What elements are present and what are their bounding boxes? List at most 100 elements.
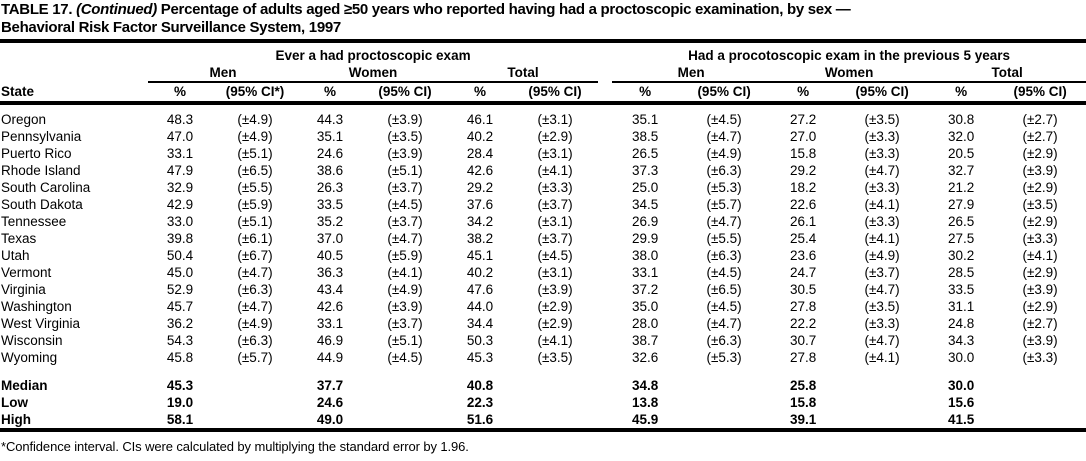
percent-cell: 40.8 <box>466 378 494 393</box>
percent-cell: 21.2 <box>947 180 975 195</box>
percent-cell: 58.1 <box>166 412 194 427</box>
percent-cell: 48.3 <box>166 112 194 127</box>
percent-cell: 37.0 <box>316 231 344 246</box>
ci-cell: (±3.3) <box>864 129 900 144</box>
ci-header: (95% CI) <box>362 82 448 105</box>
state-cell: Rhode Island <box>1 163 81 178</box>
state-column-header: State <box>0 82 148 105</box>
percent-header: % <box>148 82 212 105</box>
percent-cell: 40.5 <box>316 248 344 263</box>
state-cell: Puerto Rico <box>1 146 72 161</box>
column-spacer <box>598 213 612 230</box>
percent-cell: 24.6 <box>316 146 344 161</box>
percent-cell: 30.7 <box>789 333 817 348</box>
percent-cell: 30.0 <box>947 350 975 365</box>
ci-cell: (±5.1) <box>237 214 273 229</box>
state-cell: Median <box>1 378 48 393</box>
percent-cell: 23.6 <box>789 248 817 263</box>
percent-header: % <box>448 82 512 105</box>
percent-cell: 26.9 <box>631 214 659 229</box>
summary-row: Low 19.0 24.6 22.3 13.8 15.8 15.6 <box>0 394 1086 411</box>
percent-cell: 40.2 <box>466 129 494 144</box>
percent-header: % <box>612 82 679 105</box>
percent-cell: 35.2 <box>316 214 344 229</box>
column-spacer <box>598 264 612 281</box>
table-row: Rhode Island 47.9 (±6.5) 38.6 (±5.1) 42.6 (±4.… <box>0 162 1086 179</box>
subgroup-ever-total: Total <box>448 64 599 83</box>
percent-cell: 13.8 <box>631 395 659 410</box>
percent-cell: 37.3 <box>631 163 659 178</box>
percent-cell: 35.1 <box>316 129 344 144</box>
ci-cell <box>362 394 448 411</box>
state-cell: Washington <box>1 299 72 314</box>
state-cell: Tennessee <box>1 214 67 229</box>
percent-cell: 37.7 <box>316 378 344 393</box>
percent-cell: 39.8 <box>166 231 194 246</box>
percent-cell: 26.3 <box>316 180 344 195</box>
percent-cell: 26.5 <box>947 214 975 229</box>
column-spacer <box>598 82 613 105</box>
percent-cell: 30.8 <box>947 112 975 127</box>
ci-header: (95% CI) <box>678 82 771 105</box>
ci-cell: (±4.7) <box>864 282 900 297</box>
percent-cell: 45.3 <box>466 350 494 365</box>
ci-cell: (±4.9) <box>237 316 273 331</box>
percent-cell: 22.6 <box>789 197 817 212</box>
column-header-row: State % (95% CI*) % (95% CI) % (95% CI) … <box>0 82 1086 105</box>
ci-cell: (±3.9) <box>1022 333 1058 348</box>
ci-cell: (±2.7) <box>1022 112 1058 127</box>
percent-cell: 49.0 <box>316 412 344 427</box>
ci-cell: (±3.3) <box>864 316 900 331</box>
percent-cell: 37.2 <box>631 282 659 297</box>
percent-cell: 38.2 <box>466 231 494 246</box>
percent-cell: 34.8 <box>631 378 659 393</box>
percent-cell: 44.0 <box>466 299 494 314</box>
ci-cell: (±3.5) <box>537 350 573 365</box>
ci-cell: (±3.3) <box>537 180 573 195</box>
column-spacer <box>598 145 612 162</box>
group-title-ever: Ever a had proctoscopic exam <box>275 48 471 63</box>
percent-cell: 33.5 <box>316 197 344 212</box>
percent-cell: 26.5 <box>631 146 659 161</box>
percent-cell: 44.3 <box>316 112 344 127</box>
table-title-continued: (Continued) <box>76 1 157 18</box>
percent-cell: 28.5 <box>947 265 975 280</box>
title-rule <box>0 39 1086 43</box>
empty-cell <box>0 64 148 82</box>
ci-cell: (±2.9) <box>1022 299 1058 314</box>
ci-cell: (±3.3) <box>864 146 900 161</box>
ci-cell: (±6.3) <box>706 163 742 178</box>
ci-cell: (±4.5) <box>537 248 573 263</box>
column-spacer <box>598 196 612 213</box>
state-cell: West Virginia <box>1 316 81 331</box>
ci-cell <box>512 366 598 394</box>
ci-cell: (±4.9) <box>864 248 900 263</box>
percent-cell: 36.2 <box>166 316 194 331</box>
ci-cell: (±4.9) <box>237 112 273 127</box>
ci-cell: (±3.7) <box>537 197 573 212</box>
ci-cell <box>836 411 928 428</box>
table-row: Texas 39.8 (±6.1) 37.0 (±4.7) 38.2 (±3.7) 29.9 (… <box>0 230 1086 247</box>
percent-cell: 20.5 <box>947 146 975 161</box>
percent-cell: 42.6 <box>316 299 344 314</box>
state-cell: Utah <box>1 248 30 263</box>
ci-cell: (±5.3) <box>706 180 742 195</box>
percent-cell: 34.4 <box>466 316 494 331</box>
state-cell: South Carolina <box>1 180 91 195</box>
ci-cell <box>994 394 1086 411</box>
ci-cell <box>836 394 928 411</box>
percent-cell: 32.7 <box>947 163 975 178</box>
table-row: Virginia 52.9 (±6.3) 43.4 (±4.9) 47.6 (±3.9) 37… <box>0 281 1086 298</box>
ci-cell: (±3.9) <box>387 112 423 127</box>
ci-cell: (±2.9) <box>1022 146 1058 161</box>
percent-cell: 46.9 <box>316 333 344 348</box>
ci-cell: (±6.5) <box>237 163 273 178</box>
state-cell: South Dakota <box>1 197 83 212</box>
column-spacer <box>598 103 612 128</box>
ci-cell: (±5.1) <box>387 163 423 178</box>
ci-cell: (±5.9) <box>237 197 273 212</box>
state-cell: Wisconsin <box>1 333 63 348</box>
percent-cell: 47.6 <box>466 282 494 297</box>
ci-cell: (±4.7) <box>706 129 742 144</box>
